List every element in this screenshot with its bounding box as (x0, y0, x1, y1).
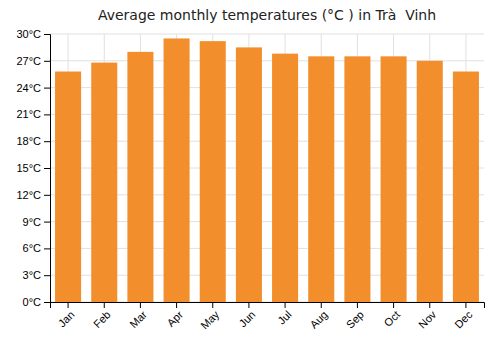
tick-mark (176, 302, 177, 308)
bar (308, 56, 334, 302)
tick-label: 0°C (23, 296, 42, 308)
tick-mark (68, 302, 69, 308)
axis-line (44, 35, 51, 303)
tick-label: 6°C (23, 242, 42, 254)
tick-mark (44, 34, 50, 35)
tick: Sep (344, 302, 366, 331)
tick-mark (248, 302, 249, 308)
tick-mark (44, 275, 50, 276)
tick-label: Dec (452, 308, 475, 331)
axis-line (51, 303, 485, 309)
tick: 6°C (23, 242, 50, 254)
tick-mark (44, 88, 50, 89)
y-axis: 0°C 3°C 6°C 9°C 12°C 15°C 18°C 21°C 24°C 27°C 30°C (16, 28, 50, 308)
tick: 27°C (16, 55, 50, 67)
bar (344, 56, 370, 302)
tick-mark (44, 114, 50, 115)
bars (55, 38, 479, 302)
tick: Mar (127, 302, 149, 330)
tick-mark (44, 168, 50, 169)
tick-label: Nov (416, 308, 439, 331)
tick: Oct (382, 302, 403, 329)
tick: May (198, 302, 222, 331)
tick: 15°C (16, 162, 50, 174)
tick-label: 24°C (16, 82, 41, 94)
bar (381, 56, 407, 302)
tick-mark (429, 302, 430, 308)
tick-label: 30°C (16, 28, 41, 40)
bar (272, 54, 298, 302)
title: Average monthly temperatures (°C ) in Tr… (98, 7, 436, 23)
tick: 12°C (16, 189, 50, 201)
tick-label: 3°C (23, 269, 42, 281)
tick-mark (44, 248, 50, 249)
tick-label: 12°C (16, 189, 41, 201)
tick-mark (212, 302, 213, 308)
tick-label: Apr (165, 308, 186, 329)
tick-label: 18°C (16, 135, 41, 147)
tick-label: Oct (382, 308, 403, 329)
tick-mark (357, 302, 358, 308)
tick-mark (104, 302, 105, 308)
tick: Apr (165, 302, 186, 329)
bar (417, 61, 443, 302)
tick-mark (44, 195, 50, 196)
grid (50, 34, 484, 302)
tick-label: Jan (56, 308, 77, 329)
tick-label: 27°C (16, 55, 41, 67)
tick-mark (465, 302, 466, 308)
tick: Dec (452, 302, 475, 331)
tick-mark (44, 141, 50, 142)
tick-label: 15°C (16, 162, 41, 174)
tick: Jan (56, 302, 77, 329)
tick: 0°C (23, 296, 50, 308)
bar (164, 38, 190, 302)
tick: Aug (307, 302, 329, 331)
tick-label: 9°C (23, 216, 42, 228)
chart: Jan Feb Mar Apr May Jun Jul Aug Sep Oct Nov Dec 0°C 3… (0, 0, 500, 350)
tick-label: May (198, 308, 222, 332)
bar (453, 72, 479, 302)
tick: 24°C (16, 82, 50, 94)
tick-mark (285, 302, 286, 308)
grid-line (50, 34, 484, 35)
plot: Jan Feb Mar Apr May Jun Jul Aug Sep Oct Nov Dec 0°C 3… (16, 28, 484, 331)
tick-mark (44, 302, 50, 303)
tick-mark (44, 222, 50, 223)
bar (91, 63, 117, 302)
tick: Jul (275, 302, 293, 327)
tick: 30°C (16, 28, 50, 40)
tick-label: 21°C (16, 108, 41, 120)
bar (200, 41, 226, 302)
tick-label: Jun (236, 308, 257, 329)
tick-mark (321, 302, 322, 308)
tick-mark (44, 61, 50, 62)
tick: Feb (91, 302, 113, 330)
tick-label: Aug (307, 308, 329, 330)
tick: Jun (236, 302, 257, 329)
tick-mark (140, 302, 141, 308)
tick-label: Sep (344, 308, 366, 330)
tick: Nov (416, 302, 439, 331)
tick: 9°C (23, 216, 50, 228)
tick: 21°C (16, 108, 50, 120)
tick-mark (393, 302, 394, 308)
bar (236, 47, 262, 302)
tick: 18°C (16, 135, 50, 147)
bar (127, 52, 153, 302)
tick-label: Mar (127, 308, 149, 330)
bar (55, 72, 81, 302)
tick-label: Jul (275, 308, 293, 326)
tick: 3°C (23, 269, 50, 281)
tick-label: Feb (91, 308, 113, 330)
x-axis: Jan Feb Mar Apr May Jun Jul Aug Sep Oct Nov Dec (51, 302, 485, 331)
